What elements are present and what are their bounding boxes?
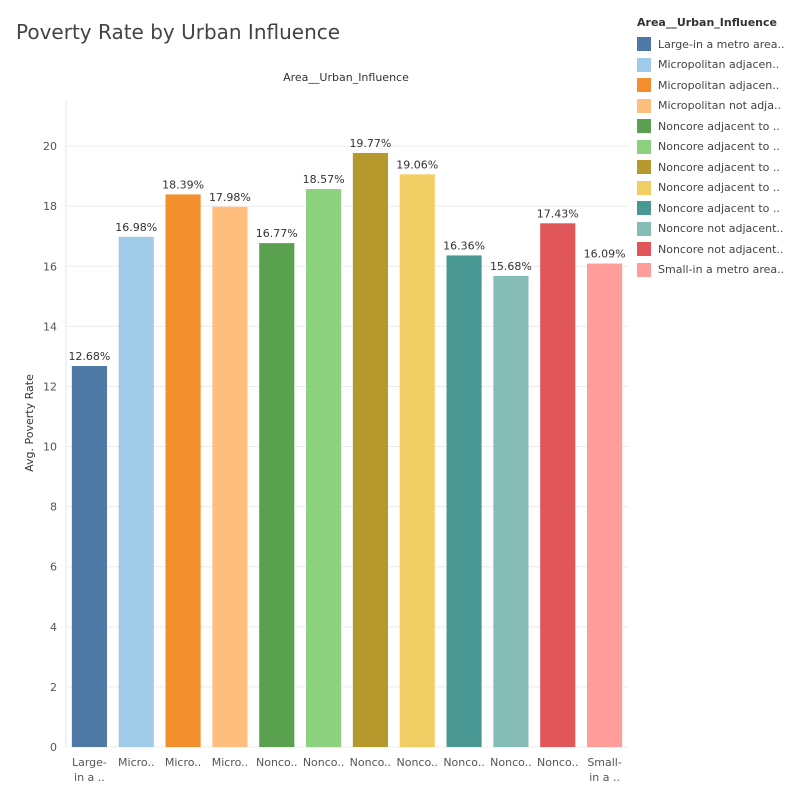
legend-swatch: [637, 57, 651, 72]
bar[interactable]: [165, 194, 201, 748]
bar[interactable]: [493, 275, 529, 747]
x-tick-label: Micro..: [165, 756, 201, 769]
data-label: 19.06%: [396, 158, 438, 171]
legend-label: Micropolitan adjacen..: [658, 78, 780, 92]
legend-swatch: [637, 201, 651, 216]
bar[interactable]: [587, 263, 623, 747]
legend-item[interactable]: Noncore adjacent to ..: [637, 137, 795, 158]
legend-item[interactable]: Noncore adjacent to ..: [637, 157, 795, 178]
y-tick-label: 18: [43, 200, 57, 213]
chart-header: Area__Urban_Influence: [283, 71, 409, 84]
legend: Area__Urban_Influence Large-in a metro a…: [637, 16, 795, 280]
y-tick-label: 14: [43, 320, 57, 333]
legend-label: Noncore adjacent to ..: [658, 160, 780, 174]
legend-swatch: [637, 180, 651, 195]
x-tick-label: in a ..: [74, 771, 105, 784]
legend-label: Noncore adjacent to ..: [658, 201, 780, 215]
data-label: 16.98%: [115, 221, 157, 234]
y-tick-label: 2: [50, 681, 57, 694]
x-tick-label: Large-: [72, 756, 107, 769]
legend-label: Noncore not adjacent..: [658, 222, 784, 236]
bar[interactable]: [306, 189, 342, 748]
x-tick-label: Nonco..: [350, 756, 392, 769]
legend-item[interactable]: Noncore adjacent to ..: [637, 178, 795, 199]
bar[interactable]: [71, 366, 107, 747]
x-tick-label: Small-: [587, 756, 622, 769]
legend-label: Noncore not adjacent..: [658, 242, 784, 256]
legend-swatch: [637, 160, 651, 175]
legend-item[interactable]: Micropolitan not adja..: [637, 96, 795, 117]
bar[interactable]: [259, 243, 295, 747]
bar[interactable]: [352, 152, 388, 747]
legend-item[interactable]: Small-in a metro area..: [637, 260, 795, 281]
legend-item[interactable]: Micropolitan adjacen..: [637, 55, 795, 76]
data-label: 18.39%: [162, 178, 204, 191]
bar-chart: Area__Urban_Influence 02468101214161820 …: [23, 71, 628, 784]
y-tick-label: 0: [50, 741, 57, 754]
legend-label: Noncore adjacent to ..: [658, 119, 780, 133]
legend-swatch: [637, 262, 651, 277]
data-labels: 12.68% 16.98% 18.39% 17.98% 16.77% 18.57% 19.7…: [68, 137, 625, 363]
legend-label: Noncore adjacent to ..: [658, 140, 780, 154]
legend-swatch: [637, 242, 651, 257]
y-tick-label: 12: [43, 380, 57, 393]
y-tick-label: 8: [50, 501, 57, 514]
bar[interactable]: [446, 255, 482, 747]
legend-label: Large-in a metro area..: [658, 37, 785, 51]
legend-label: Noncore adjacent to ..: [658, 181, 780, 195]
legend-swatch: [637, 139, 651, 154]
bar[interactable]: [212, 206, 248, 747]
legend-item[interactable]: Large-in a metro area..: [637, 34, 795, 55]
data-label: 16.09%: [584, 248, 626, 261]
y-tick-label: 6: [50, 561, 57, 574]
data-label: 17.43%: [537, 207, 579, 220]
data-label: 19.77%: [349, 137, 391, 150]
x-tick-label: in a ..: [589, 771, 620, 784]
data-label: 18.57%: [303, 173, 345, 186]
x-tick-label: Nonco..: [490, 756, 532, 769]
data-label: 16.77%: [256, 227, 298, 240]
y-tick-label: 16: [43, 260, 57, 273]
legend-title: Area__Urban_Influence: [637, 16, 777, 29]
legend-items: Large-in a metro area.. Micropolitan adja…: [637, 34, 795, 280]
data-label: 16.36%: [443, 239, 485, 252]
legend-label: Micropolitan adjacen..: [658, 58, 780, 72]
y-tick-label: 4: [50, 621, 57, 634]
legend-item[interactable]: Noncore not adjacent..: [637, 219, 795, 240]
data-label: 15.68%: [490, 260, 532, 273]
legend-swatch: [637, 221, 651, 236]
bar[interactable]: [399, 174, 435, 748]
legend-item[interactable]: Noncore adjacent to ..: [637, 198, 795, 219]
bars: [71, 152, 623, 748]
x-tick-label: Nonco..: [443, 756, 485, 769]
y-tick-label: 20: [43, 140, 57, 153]
x-tick-label: Nonco..: [303, 756, 345, 769]
legend-item[interactable]: Micropolitan adjacen..: [637, 75, 795, 96]
data-label: 12.68%: [68, 350, 110, 363]
x-tick-label: Micro..: [212, 756, 248, 769]
x-tick-label: Nonco..: [396, 756, 438, 769]
legend-swatch: [637, 78, 651, 93]
legend-item[interactable]: Noncore not adjacent..: [637, 239, 795, 260]
y-tick-label: 10: [43, 441, 57, 454]
gridlines: [66, 145, 628, 748]
y-axis-label: Avg. Poverty Rate: [23, 374, 36, 472]
x-tick-label: Nonco..: [537, 756, 579, 769]
legend-swatch: [637, 98, 651, 113]
bar[interactable]: [540, 223, 576, 747]
x-axis: Large-in a .. Micro.. Micro.. Micro.. Nonco.…: [72, 756, 622, 784]
chart-title: Poverty Rate by Urban Influence: [16, 20, 341, 44]
legend-swatch: [637, 119, 651, 134]
data-label: 17.98%: [209, 191, 251, 204]
legend-item[interactable]: Noncore adjacent to ..: [637, 116, 795, 137]
legend-swatch: [637, 37, 651, 52]
legend-label: Small-in a metro area..: [658, 263, 785, 277]
bar[interactable]: [118, 236, 154, 747]
x-tick-label: Micro..: [118, 756, 154, 769]
x-tick-label: Nonco..: [256, 756, 298, 769]
legend-label: Micropolitan not adja..: [658, 99, 781, 113]
y-axis: 0 2 4 6 8 10 12 14 16 18 20: [43, 101, 67, 754]
